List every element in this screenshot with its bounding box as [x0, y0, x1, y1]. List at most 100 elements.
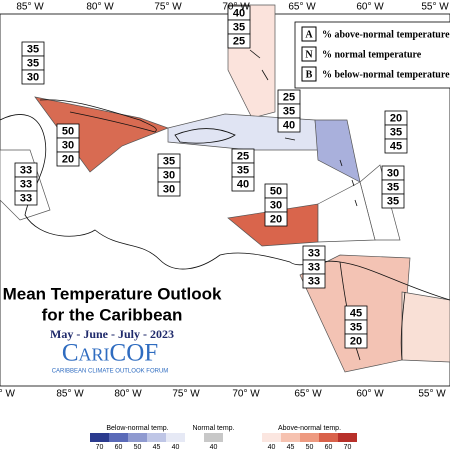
- prob-value: 45: [390, 140, 402, 152]
- colorbar-swatch: [109, 433, 128, 442]
- prob-value: 33: [20, 178, 32, 190]
- colorbar-swatch: [166, 433, 185, 442]
- prob-value: 30: [387, 167, 399, 179]
- prob-value: 20: [270, 213, 282, 225]
- colorbar-tick: 60: [115, 444, 123, 450]
- key-text: % normal temperature: [322, 49, 422, 60]
- colorbar-label: Normal temp.: [192, 425, 234, 432]
- regions: [0, 4, 450, 373]
- prob-value: 35: [390, 126, 402, 138]
- prob-value: 33: [308, 275, 320, 287]
- prob-cell: [231, 176, 255, 192]
- prob-value: 33: [308, 261, 320, 273]
- colorbar-swatch: [128, 433, 147, 442]
- title: Mean Temperature Outlook: [3, 284, 222, 303]
- top-lon-label: 75° W: [154, 2, 182, 13]
- prob-value: 20: [62, 153, 74, 165]
- prob-value: 33: [308, 247, 320, 259]
- key: A % above-normal temperature N % normal tem…: [294, 21, 450, 89]
- top-lon-label: 65° W: [288, 2, 316, 13]
- prob-value: 35: [283, 105, 295, 117]
- prob-value: 25: [233, 35, 245, 47]
- prob-value: 35: [27, 57, 39, 69]
- top-lon-label: 85° W: [16, 2, 44, 13]
- prob-value: 50: [62, 125, 74, 137]
- prob-cell: [227, 33, 251, 49]
- top-lon-label: 60° W: [356, 2, 384, 13]
- colorbar-swatch: [147, 433, 166, 442]
- prob-value: 30: [270, 199, 282, 211]
- colorbar-swatch: [262, 433, 281, 442]
- prob-value: 40: [283, 119, 295, 131]
- prob-value: 40: [233, 7, 245, 19]
- prob-value: 35: [233, 21, 245, 33]
- key-letter: B: [306, 69, 313, 80]
- colorbar-tick: 45: [287, 444, 295, 450]
- prob-value: 40: [237, 178, 249, 190]
- key-letter: A: [305, 29, 313, 40]
- logo: CariCOF: [62, 340, 158, 367]
- prob-cell: [264, 211, 288, 227]
- prob-value: 45: [350, 307, 362, 319]
- prob-value: 35: [350, 321, 362, 333]
- key-text: % above-normal temperature: [322, 29, 450, 40]
- top-lon-label: 55° W: [421, 2, 449, 13]
- colorbar-swatch: [319, 433, 338, 442]
- bottom-lon-label: 0° W: [0, 389, 15, 400]
- prob-value: 30: [163, 169, 175, 181]
- colorbar-tick: 40: [210, 444, 218, 450]
- bottom-lon-label: 60° W: [356, 389, 384, 400]
- subtitle: for the Caribbean: [42, 305, 183, 324]
- key-cell: [301, 26, 317, 42]
- bottom-lon-label: 65° W: [294, 389, 322, 400]
- coastline: [0, 114, 450, 301]
- region: [317, 181, 376, 243]
- key-cell: [301, 46, 317, 62]
- region: [401, 291, 450, 363]
- bottom-lon-label: 55° W: [418, 389, 446, 400]
- colorbar-tick: 50: [306, 444, 314, 450]
- prob-value: 30: [62, 139, 74, 151]
- key-text: % below-normal temperature: [322, 69, 450, 80]
- colorbar-swatch: [204, 433, 223, 442]
- bottom-lon-label: 80° W: [114, 389, 142, 400]
- prob-value: 50: [270, 185, 282, 197]
- key-cell: [301, 66, 317, 82]
- prob-cell: [277, 117, 301, 133]
- colorbar-swatch: [90, 433, 109, 442]
- prob-value: 33: [20, 192, 32, 204]
- colorbar-tick: 70: [96, 444, 104, 450]
- prob-cell: [21, 69, 45, 85]
- colorbar-swatch: [281, 433, 300, 442]
- prob-value: 30: [27, 71, 39, 83]
- colorbar-label: Above-normal temp.: [278, 425, 341, 432]
- colorbar-tick: 40: [172, 444, 180, 450]
- prob-value: 20: [390, 112, 402, 124]
- colorbar-label: Below-normal temp.: [106, 425, 168, 432]
- axis-labels: 85° W 80° W 75° W 70° W 65° W 60° W 55° W 0° W 8…: [0, 2, 449, 400]
- colorbar-tick: 45: [153, 444, 161, 450]
- logo-tagline: CARIBBEAN CLIMATE OUTLOOK FORUM: [52, 369, 169, 375]
- boxes: 40 35 25 35 35 30 25 35 40 50 30 20 20 35 45 35 30 30 25 35…: [14, 5, 408, 349]
- prob-value: 30: [163, 183, 175, 195]
- prob-cell: [157, 181, 181, 197]
- prob-cell: [14, 190, 38, 206]
- colorbar-tick: 70: [344, 444, 352, 450]
- prob-cell: [344, 333, 368, 349]
- prob-value: 35: [237, 164, 249, 176]
- key-frame: [294, 21, 450, 89]
- prob-value: 25: [237, 150, 249, 162]
- colorbar-swatch: [300, 433, 319, 442]
- prob-value: 35: [27, 43, 39, 55]
- prob-cell: [302, 273, 326, 289]
- top-lon-label: 70° W: [222, 2, 250, 13]
- colorbar-tick: 60: [325, 444, 333, 450]
- colorbar-tick: 40: [268, 444, 276, 450]
- prob-value: 20: [350, 335, 362, 347]
- prob-value: 35: [387, 181, 399, 193]
- map-frame: [0, 13, 450, 387]
- bottom-lon-label: 85° W: [56, 389, 84, 400]
- colorbar-swatch: [338, 433, 357, 442]
- prob-cell: [56, 151, 80, 167]
